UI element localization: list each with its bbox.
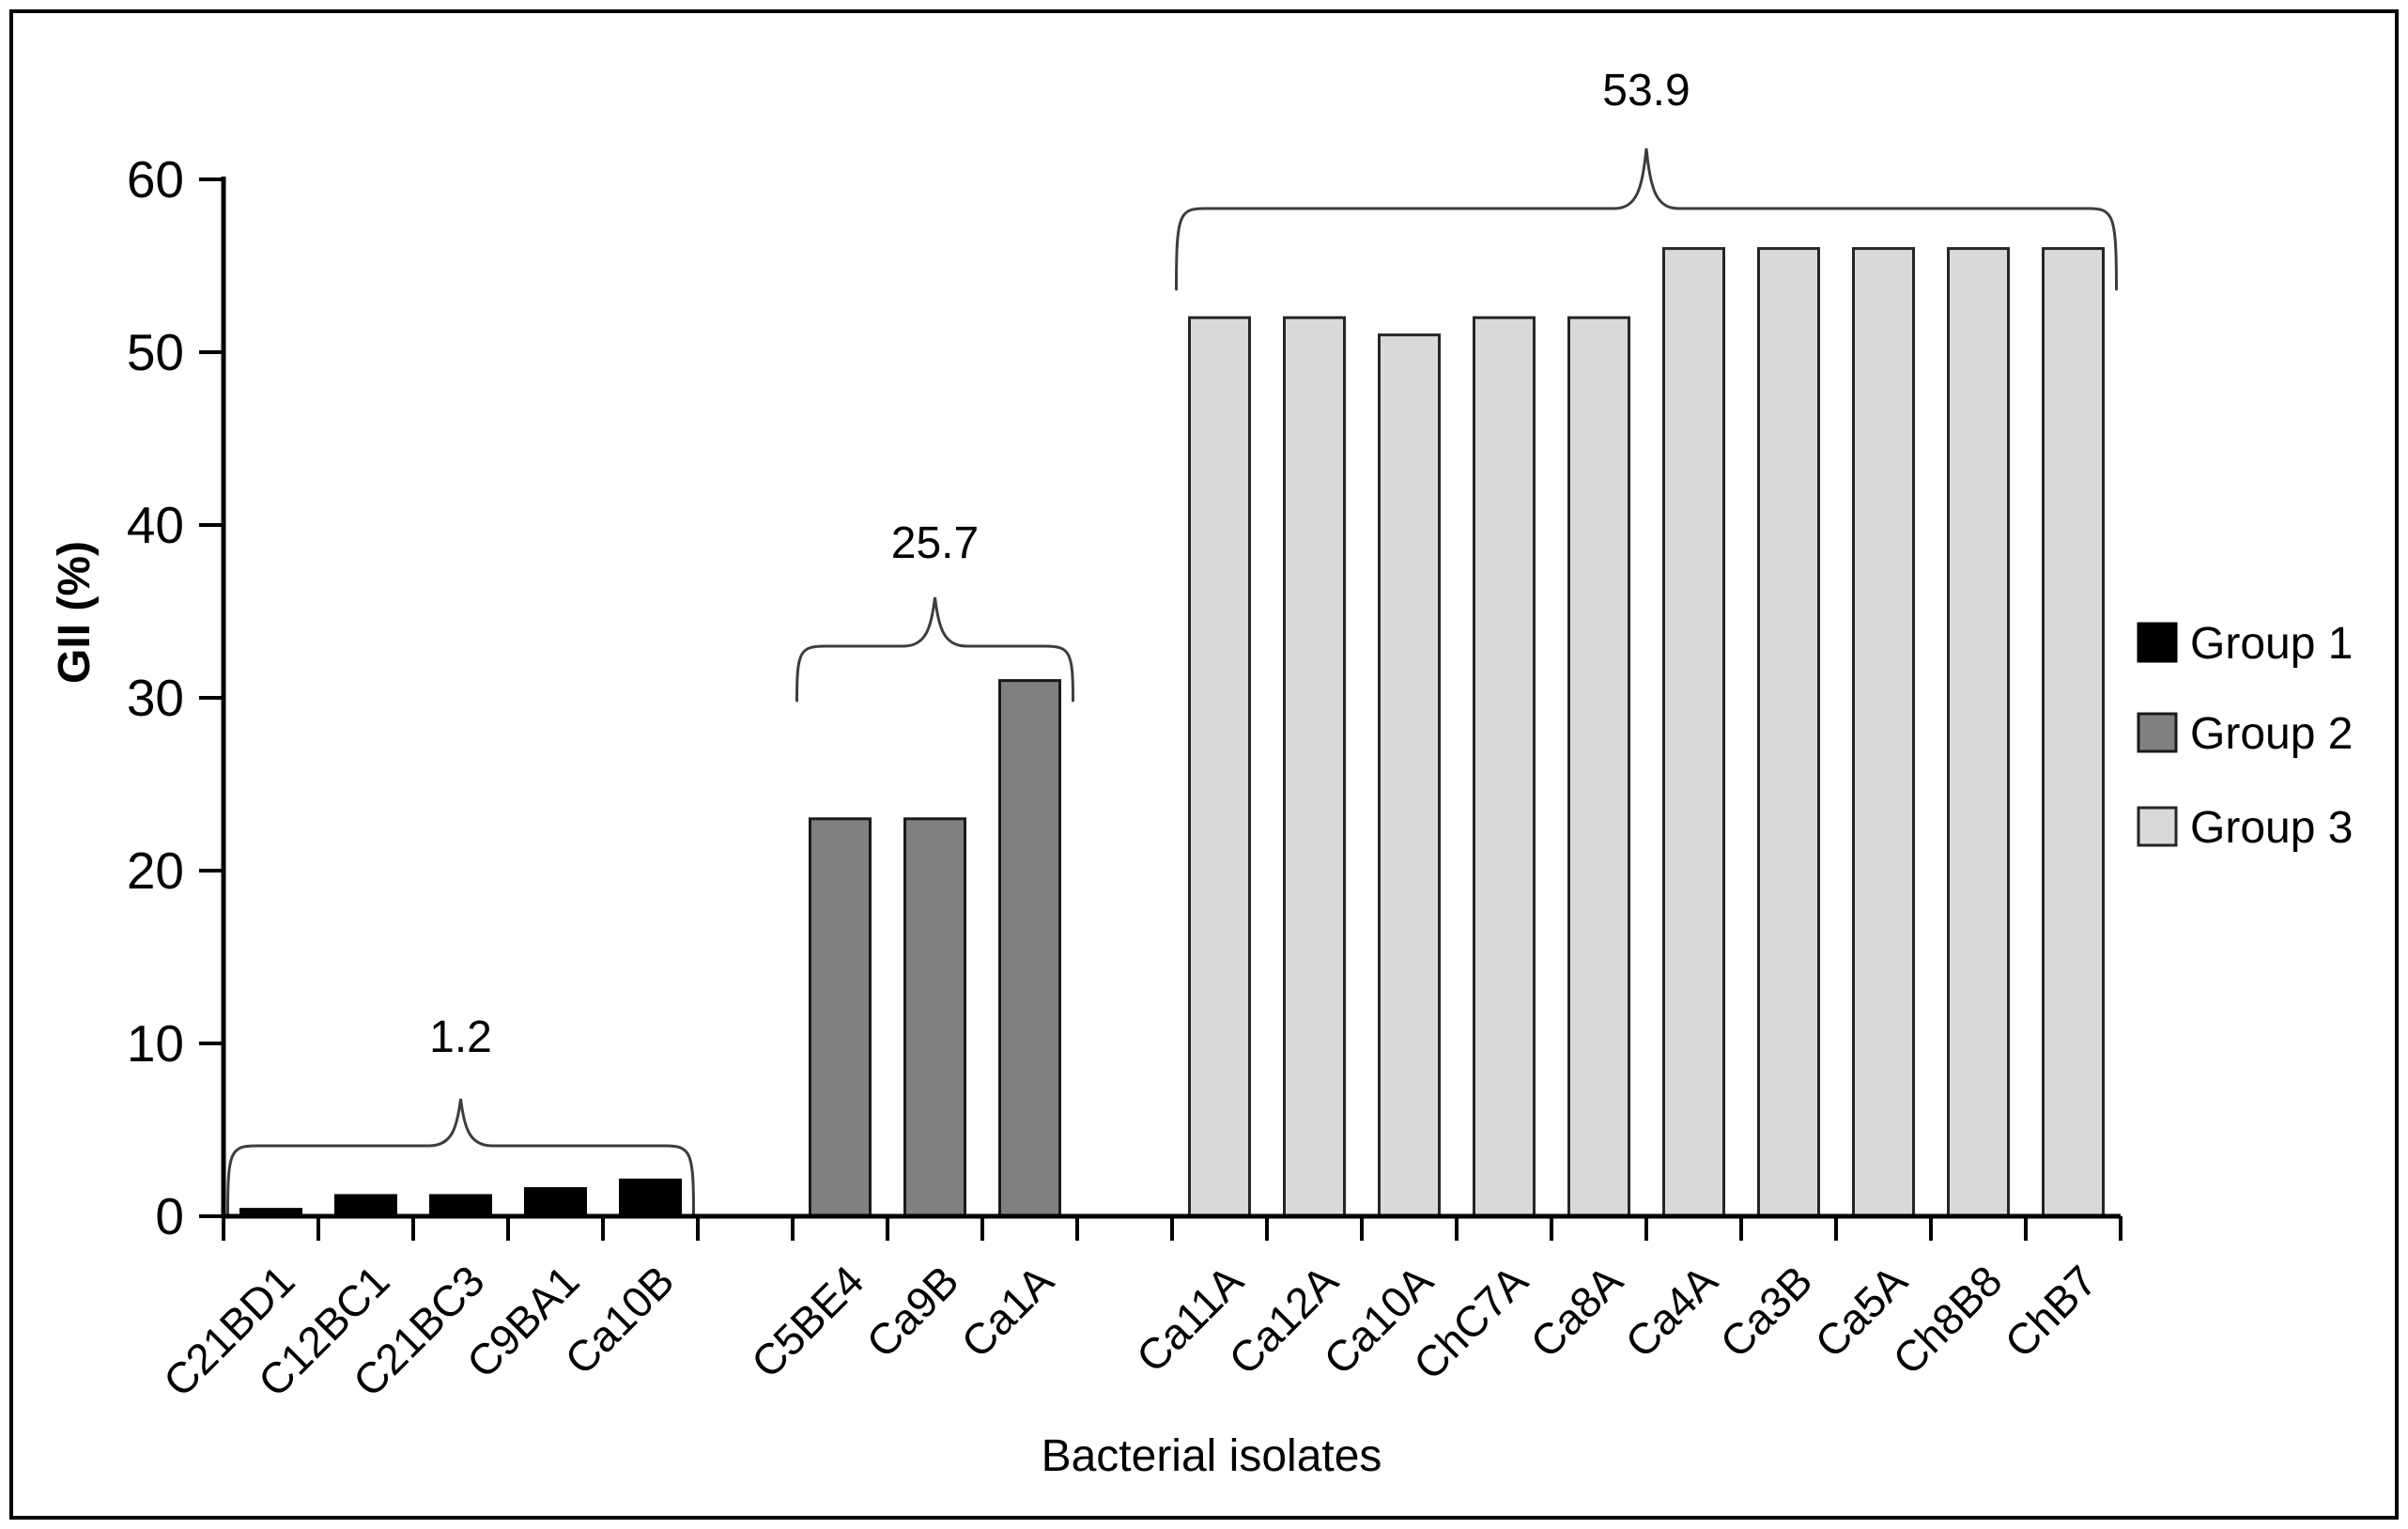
- bar-Ca10B: [619, 1178, 682, 1218]
- x-tick-label-Ca4A: Ca4A: [1615, 1256, 1726, 1367]
- group-2-mean-label: 25.7: [891, 518, 979, 568]
- x-tick-label-Ca8A: Ca8A: [1520, 1256, 1631, 1367]
- group-3-brace: [1175, 147, 2118, 291]
- bar-Ca5A: [1852, 247, 1915, 1218]
- group-1-mean-label: 1.2: [429, 1012, 492, 1062]
- group-1-brace: [226, 1098, 695, 1215]
- bar-C21BC3: [429, 1194, 492, 1218]
- bar-Ca4A: [1662, 247, 1725, 1218]
- bar-Ca1A: [998, 679, 1061, 1218]
- y-axis-title: GII (%): [50, 541, 100, 684]
- bar-Ca11A: [1188, 316, 1251, 1218]
- group-2-brace: [795, 596, 1074, 703]
- x-tick-label-Ch8B8: Ch8B8: [1883, 1256, 2011, 1383]
- x-tick-label-Ca1A: Ca1A: [951, 1256, 1062, 1367]
- legend-label-group-1: Group 1: [2190, 619, 2353, 669]
- legend-swatch-group-2: [2137, 712, 2178, 753]
- x-tick-label-C5BE4: C5BE4: [742, 1256, 873, 1387]
- bar-ChC7A: [1473, 316, 1536, 1218]
- legend-swatch-group-3: [2137, 806, 2178, 847]
- x-tick-label-Ca9B: Ca9B: [857, 1256, 967, 1367]
- y-tick-label: 30: [127, 669, 184, 727]
- legend-swatch-group-1: [2137, 622, 2178, 663]
- figure-border: [9, 9, 2399, 1520]
- y-tick-label: 60: [127, 150, 184, 208]
- bar-Ca3B: [1757, 247, 1820, 1218]
- x-tick-label-Ca10B: Ca10B: [555, 1256, 683, 1383]
- bar-Ca8A: [1567, 316, 1630, 1218]
- y-tick-label: 0: [155, 1187, 184, 1245]
- bar-Ch8B8: [1947, 247, 2010, 1218]
- y-tick-label: 20: [127, 842, 184, 900]
- bar-C9BA1: [524, 1187, 587, 1218]
- bar-C12BC1: [334, 1194, 397, 1218]
- bar-ChB7: [2042, 247, 2105, 1218]
- legend-label-group-2: Group 2: [2190, 709, 2353, 759]
- y-tick-label: 40: [127, 496, 184, 554]
- bar-Ca12A: [1283, 316, 1346, 1218]
- bar-C5BE4: [809, 817, 872, 1218]
- legend-label-group-3: Group 3: [2190, 803, 2353, 853]
- y-tick-label: 10: [127, 1014, 184, 1073]
- group-3-mean-label: 53.9: [1602, 66, 1690, 116]
- x-tick-label-ChB7: ChB7: [1995, 1256, 2106, 1367]
- bar-Ca9B: [903, 817, 966, 1218]
- y-tick-label: 50: [127, 323, 184, 381]
- x-axis-title: Bacterial isolates: [1042, 1431, 1382, 1481]
- bar-Ca10A: [1378, 333, 1441, 1218]
- x-tick-label-Ca3B: Ca3B: [1710, 1256, 1821, 1367]
